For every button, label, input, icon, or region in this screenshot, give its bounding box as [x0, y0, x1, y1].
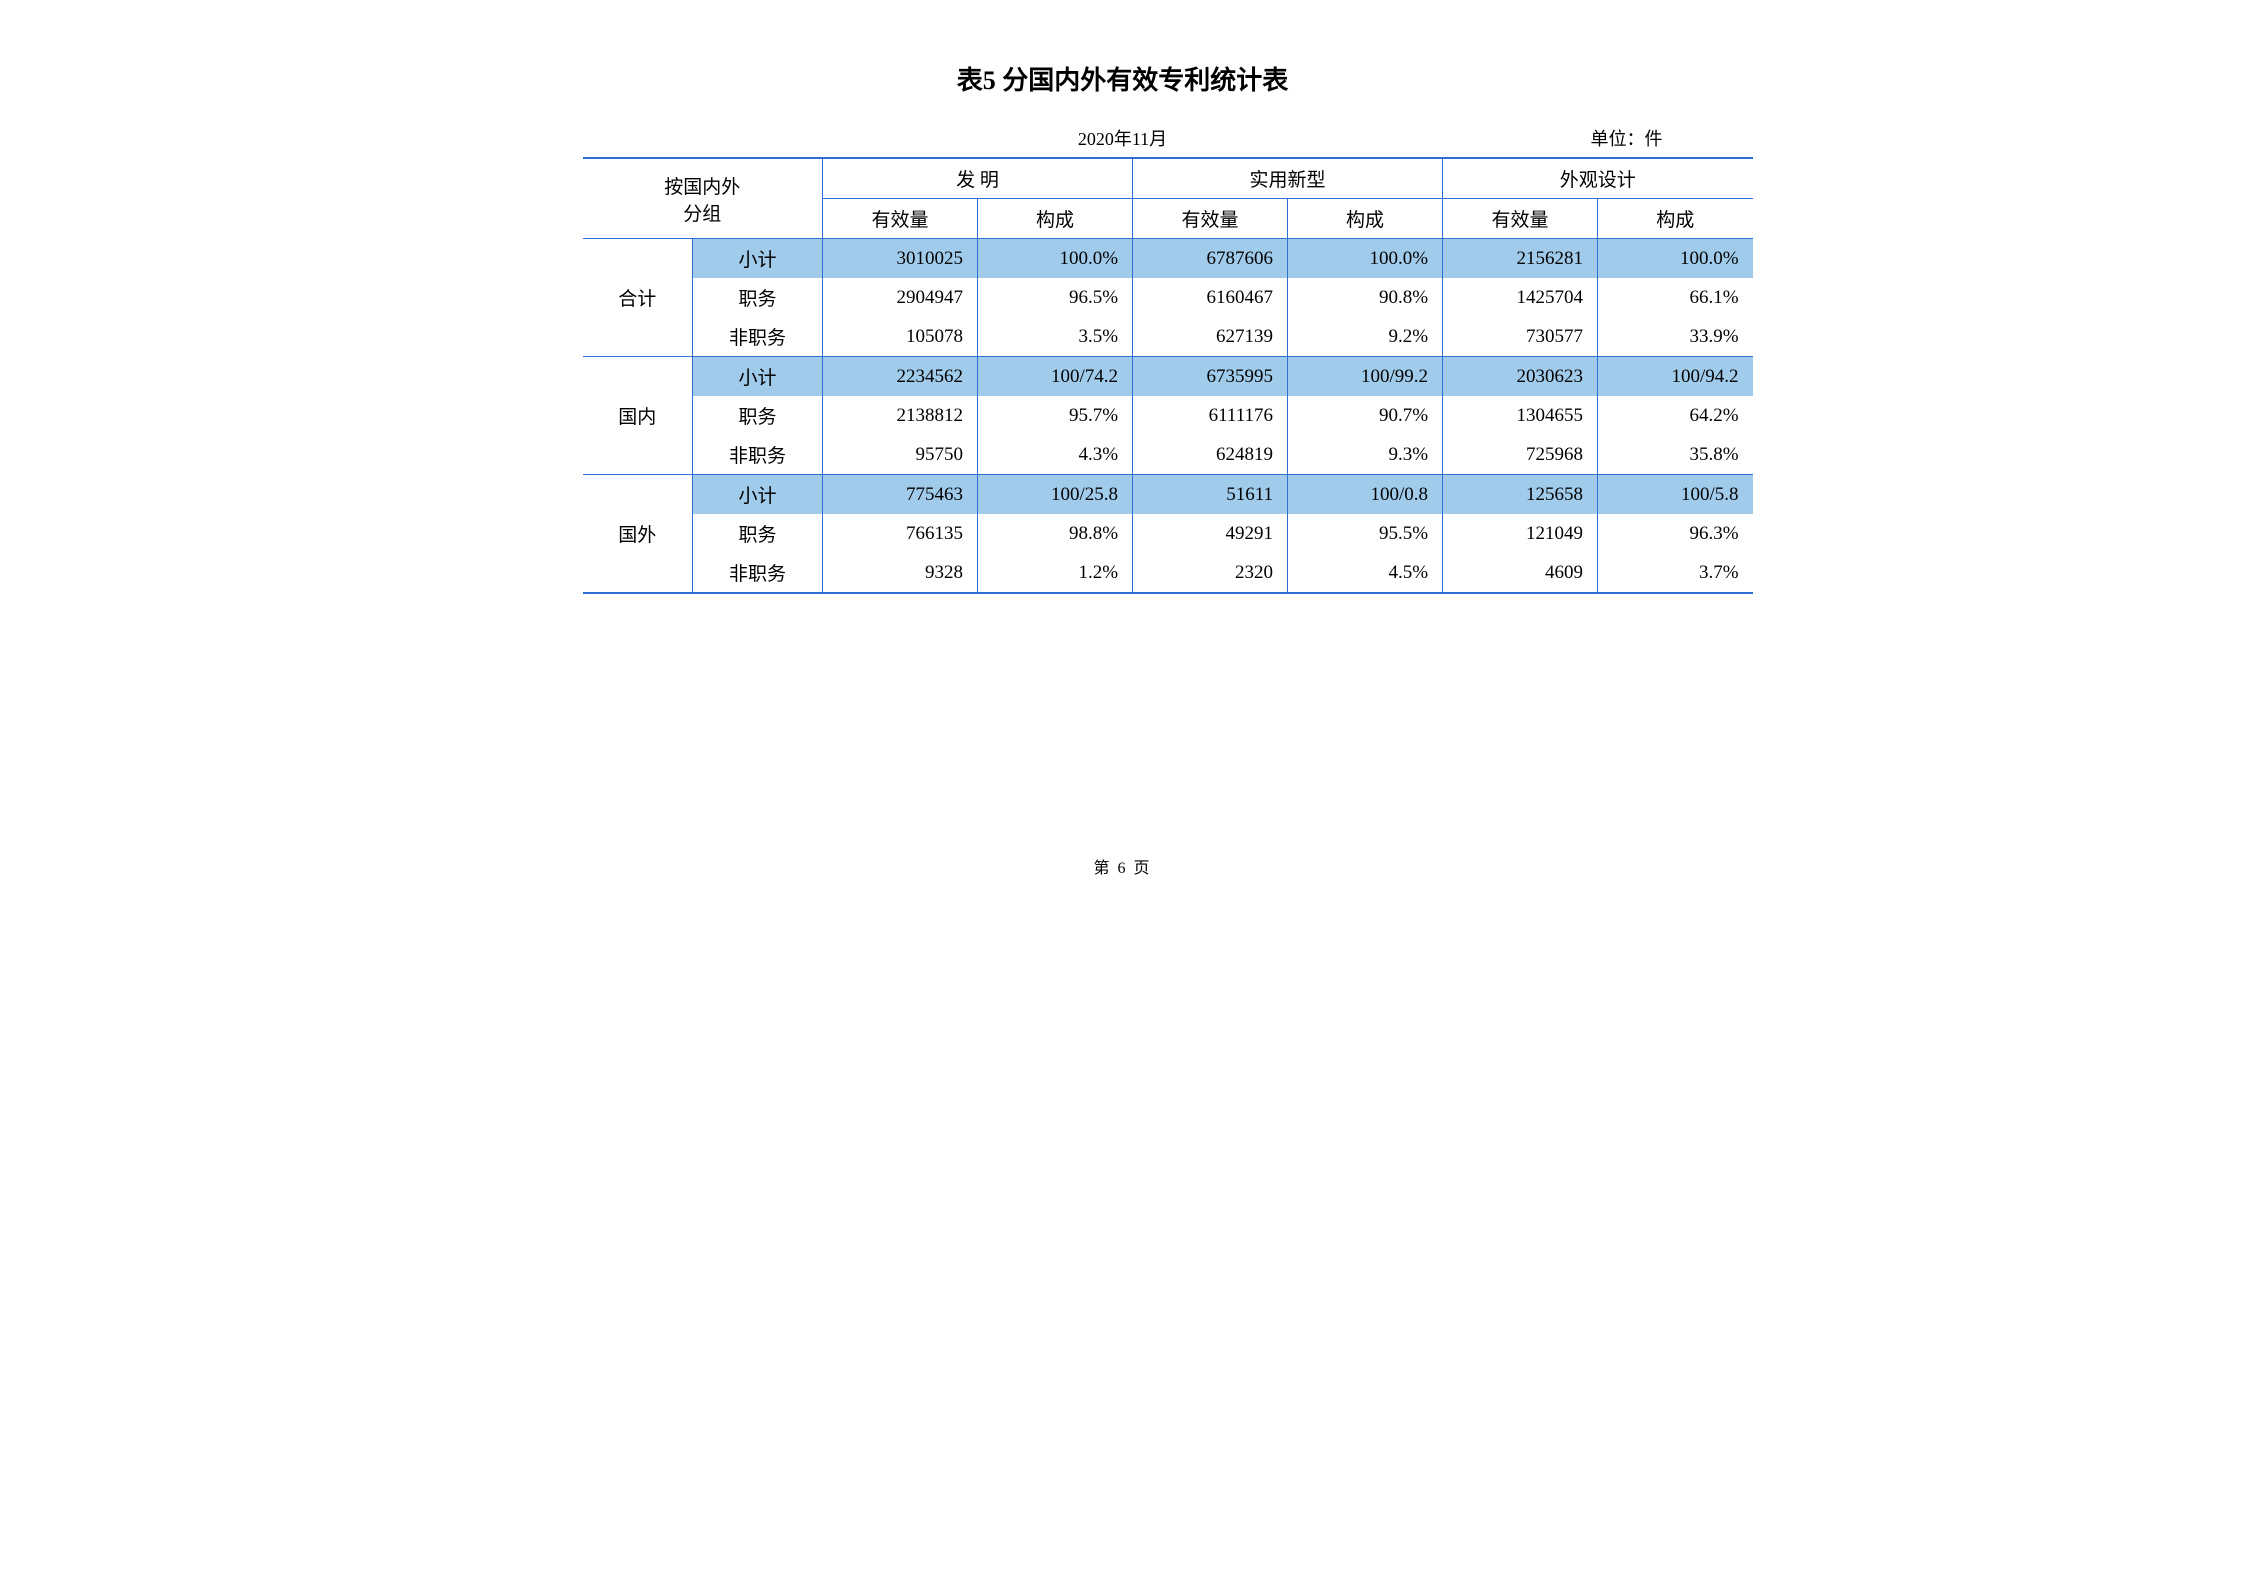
table-row: 职务213881295.7%611117690.7%130465564.2%: [583, 396, 1753, 435]
report-date: 2020年11月: [1078, 125, 1167, 151]
value-cell: 51611: [1133, 475, 1288, 515]
header-sub-comp: 构成: [1288, 199, 1443, 239]
table-row: 非职务1050783.5%6271399.2%73057733.9%: [583, 317, 1753, 357]
value-cell: 1304655: [1443, 396, 1598, 435]
header-group-label: 按国内外 分组: [583, 158, 823, 239]
table-row: 国外小计775463100/25.851611100/0.8125658100/…: [583, 475, 1753, 515]
value-cell: 125658: [1443, 475, 1598, 515]
value-cell: 6735995: [1133, 357, 1288, 397]
value-cell: 2138812: [823, 396, 978, 435]
value-cell: 624819: [1133, 435, 1288, 475]
value-cell: 100.0%: [1288, 239, 1443, 279]
value-cell: 2234562: [823, 357, 978, 397]
value-cell: 730577: [1443, 317, 1598, 357]
value-cell: 95750: [823, 435, 978, 475]
value-cell: 1425704: [1443, 278, 1598, 317]
value-cell: 9328: [823, 553, 978, 593]
value-cell: 121049: [1443, 514, 1598, 553]
value-cell: 2320: [1133, 553, 1288, 593]
value-cell: 4.5%: [1288, 553, 1443, 593]
value-cell: 2156281: [1443, 239, 1598, 279]
value-cell: 64.2%: [1598, 396, 1753, 435]
table-row: 职务290494796.5%616046790.8%142570466.1%: [583, 278, 1753, 317]
group-name-cell: 合计: [583, 239, 693, 357]
value-cell: 3010025: [823, 239, 978, 279]
value-cell: 35.8%: [1598, 435, 1753, 475]
table-row: 职务76613598.8%4929195.5%12104996.3%: [583, 514, 1753, 553]
header-utility: 实用新型: [1133, 158, 1443, 199]
row-label-cell: 小计: [693, 357, 823, 397]
table-row: 国内小计2234562100/74.26735995100/99.2203062…: [583, 357, 1753, 397]
value-cell: 9.3%: [1288, 435, 1443, 475]
value-cell: 9.2%: [1288, 317, 1443, 357]
row-label-cell: 小计: [693, 475, 823, 515]
unit-label: 单位：件: [1591, 125, 1663, 151]
value-cell: 96.5%: [978, 278, 1133, 317]
value-cell: 6160467: [1133, 278, 1288, 317]
row-label-cell: 职务: [693, 514, 823, 553]
header-sub-valid: 有效量: [1133, 199, 1288, 239]
row-label-cell: 非职务: [693, 435, 823, 475]
row-label-cell: 职务: [693, 278, 823, 317]
value-cell: 100/74.2: [978, 357, 1133, 397]
header-design: 外观设计: [1443, 158, 1753, 199]
value-cell: 3.7%: [1598, 553, 1753, 593]
table-row: 非职务93281.2%23204.5%46093.7%: [583, 553, 1753, 593]
value-cell: 6787606: [1133, 239, 1288, 279]
row-label-cell: 小计: [693, 239, 823, 279]
value-cell: 725968: [1443, 435, 1598, 475]
header-sub-comp: 构成: [1598, 199, 1753, 239]
value-cell: 3.5%: [978, 317, 1133, 357]
value-cell: 4.3%: [978, 435, 1133, 475]
table-row: 非职务957504.3%6248199.3%72596835.8%: [583, 435, 1753, 475]
value-cell: 100/25.8: [978, 475, 1133, 515]
table-title: 表5 分国内外有效专利统计表: [583, 60, 1663, 97]
value-cell: 90.7%: [1288, 396, 1443, 435]
value-cell: 100.0%: [1598, 239, 1753, 279]
value-cell: 100/5.8: [1598, 475, 1753, 515]
row-label-cell: 非职务: [693, 317, 823, 357]
value-cell: 627139: [1133, 317, 1288, 357]
value-cell: 100.0%: [978, 239, 1133, 279]
value-cell: 66.1%: [1598, 278, 1753, 317]
value-cell: 6111176: [1133, 396, 1288, 435]
group-name-cell: 国内: [583, 357, 693, 475]
group-name-cell: 国外: [583, 475, 693, 594]
row-label-cell: 非职务: [693, 553, 823, 593]
value-cell: 90.8%: [1288, 278, 1443, 317]
value-cell: 100/94.2: [1598, 357, 1753, 397]
value-cell: 4609: [1443, 553, 1598, 593]
value-cell: 49291: [1133, 514, 1288, 553]
value-cell: 100/99.2: [1288, 357, 1443, 397]
value-cell: 775463: [823, 475, 978, 515]
row-label-cell: 职务: [693, 396, 823, 435]
header-sub-valid: 有效量: [823, 199, 978, 239]
header-sub-comp: 构成: [978, 199, 1133, 239]
meta-row: 2020年11月 单位：件: [583, 125, 1663, 153]
header-group-line2: 分组: [683, 204, 721, 225]
table-row: 合计小计3010025100.0%6787606100.0%2156281100…: [583, 239, 1753, 279]
header-invention: 发 明: [823, 158, 1133, 199]
value-cell: 2904947: [823, 278, 978, 317]
value-cell: 1.2%: [978, 553, 1133, 593]
value-cell: 100/0.8: [1288, 475, 1443, 515]
header-sub-valid: 有效量: [1443, 199, 1598, 239]
patent-stats-table: 按国内外 分组 发 明 实用新型 外观设计 有效量 构成 有效量 构成 有效量 …: [583, 157, 1753, 594]
value-cell: 766135: [823, 514, 978, 553]
document-page: 表5 分国内外有效专利统计表 2020年11月 单位：件 按国内外 分组 发 明…: [543, 0, 1703, 918]
value-cell: 105078: [823, 317, 978, 357]
value-cell: 98.8%: [978, 514, 1133, 553]
value-cell: 95.7%: [978, 396, 1133, 435]
page-number: 第 6 页: [583, 854, 1663, 878]
header-group-line1: 按国内外: [664, 177, 740, 198]
value-cell: 33.9%: [1598, 317, 1753, 357]
value-cell: 95.5%: [1288, 514, 1443, 553]
value-cell: 96.3%: [1598, 514, 1753, 553]
value-cell: 2030623: [1443, 357, 1598, 397]
